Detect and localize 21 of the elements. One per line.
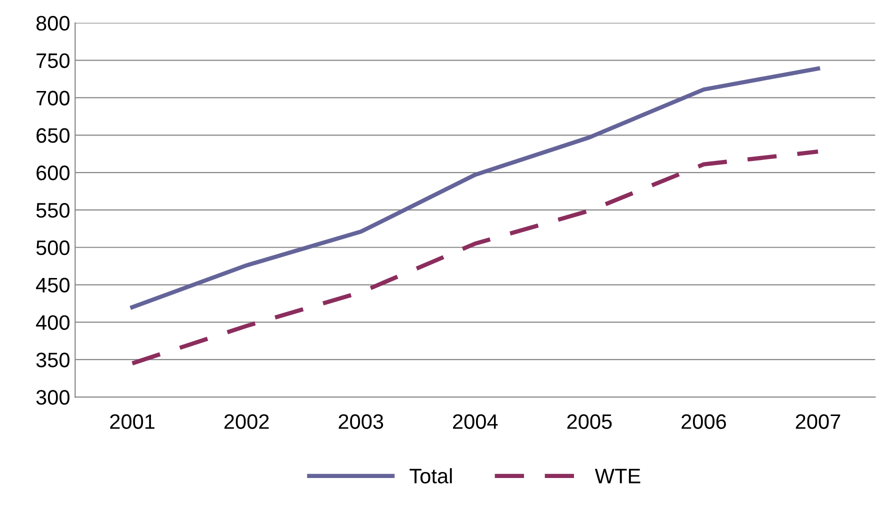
x-tick-label: 2004 xyxy=(453,414,498,429)
y-tick-label: 400 xyxy=(36,315,70,330)
y-tick-label: 750 xyxy=(36,53,70,68)
x-tick-label: 2006 xyxy=(682,414,726,429)
y-tick-label: 700 xyxy=(36,90,70,106)
y-tick-label: 500 xyxy=(36,240,70,256)
x-tick-label: 2007 xyxy=(796,414,840,429)
x-tick-label: 2005 xyxy=(567,414,612,429)
y-tick-label: 550 xyxy=(36,202,70,218)
x-tick-label: 2002 xyxy=(224,414,269,429)
y-tick-label: 600 xyxy=(36,166,70,180)
y-tick-label: 800 xyxy=(36,16,70,31)
x-tick-label: 2003 xyxy=(338,414,384,429)
y-tick-label: 350 xyxy=(36,352,70,368)
line-series xyxy=(130,66,820,310)
y-tick-label: 300 xyxy=(36,390,70,405)
x-tick-label: 2001 xyxy=(110,414,154,429)
y-tick-label: 450 xyxy=(36,278,70,293)
legend-label: WTE xyxy=(594,468,640,484)
y-tick-label: 650 xyxy=(36,128,70,143)
legend-label: Total xyxy=(410,468,452,484)
